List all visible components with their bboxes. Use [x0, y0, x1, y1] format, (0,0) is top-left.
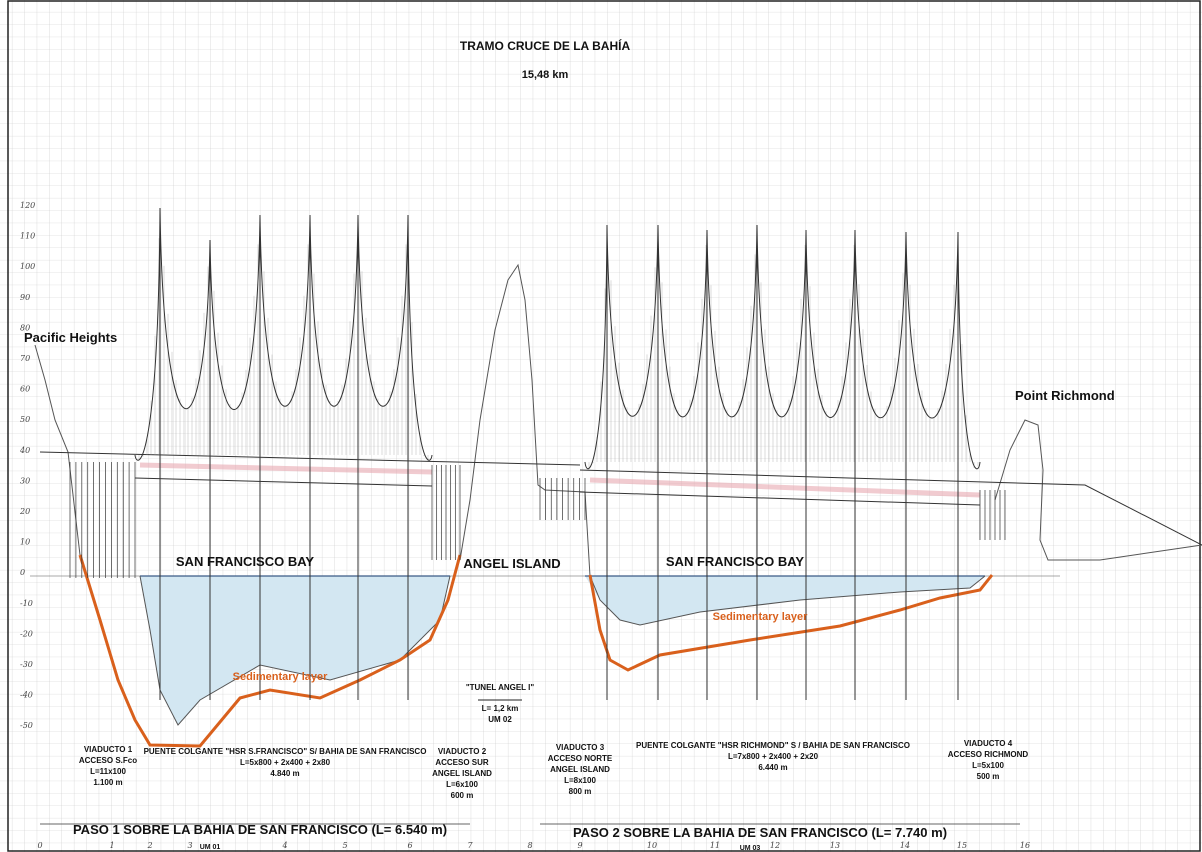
tunnel-name: "TUNEL ANGEL I"	[466, 683, 535, 692]
structure-label: PUENTE COLGANTE "HSR RICHMOND" S / BAHIA…	[636, 741, 910, 750]
km-label: 16	[1020, 841, 1030, 850]
elevation-label: 110	[20, 232, 35, 241]
structure-label: VIADUCTO 3	[556, 743, 605, 752]
tunnel-length: L= 1,2 km	[482, 704, 519, 713]
place-label: SAN FRANCISCO BAY	[176, 554, 315, 569]
place-label: Pacific Heights	[24, 330, 117, 345]
structure-label: PUENTE COLGANTE "HSR S.FRANCISCO" S/ BAH…	[144, 747, 427, 756]
elevation-label: 40	[19, 446, 30, 455]
structure-label: ACCESO S.Fco	[79, 756, 137, 765]
structure-label: L=8x100	[564, 776, 596, 785]
km-label: 15	[957, 841, 967, 850]
pass-label: PASO 1 SOBRE LA BAHIA DE SAN FRANCISCO (…	[73, 822, 447, 837]
structure-label: 1.100 m	[93, 778, 122, 787]
structure-label: 800 m	[569, 787, 592, 796]
km-label: 12	[770, 841, 780, 850]
elevation-label: 90	[20, 293, 30, 302]
km-label: 9	[577, 841, 582, 850]
structure-label: L=11x100	[90, 767, 126, 776]
km-label: 4	[281, 841, 287, 850]
tunnel-unit: UM 02	[488, 715, 512, 724]
elevation-label: -40	[20, 691, 33, 700]
km-label: 5	[342, 841, 347, 850]
elevation-label: -20	[20, 629, 33, 638]
subtitle: 15,48 km	[522, 69, 569, 81]
km-label: 2	[146, 841, 152, 850]
elevation-label: 10	[20, 538, 30, 547]
km-label: 8	[527, 841, 532, 850]
structure-label: ACCESO RICHMOND	[948, 750, 1029, 759]
structure-label: ACCESO NORTE	[548, 754, 613, 763]
sediment-label: Sedimentary layer	[233, 671, 328, 683]
km-label: 6	[407, 841, 412, 850]
structure-label: L=5x100	[972, 761, 1004, 770]
structure-label: VIADUCTO 2	[438, 747, 487, 756]
place-label: ANGEL ISLAND	[463, 556, 560, 571]
pass-unit: UM 03	[740, 845, 761, 852]
pass-unit: UM 01	[200, 844, 221, 851]
structure-label: L=7x800 + 2x400 + 2x20	[728, 752, 819, 761]
structure-label: 6.440 m	[758, 763, 787, 772]
structure-label: 600 m	[451, 791, 474, 800]
elevation-label: 70	[20, 354, 30, 363]
elevation-label: 120	[20, 201, 35, 210]
elevation-label: -30	[20, 660, 33, 669]
elevation-label: 60	[20, 385, 30, 394]
elevation-label: -50	[20, 721, 33, 730]
structure-label: VIADUCTO 1	[84, 745, 133, 754]
title: TRAMO CRUCE DE LA BAHÍA	[460, 38, 631, 53]
km-label: 13	[830, 841, 840, 850]
elevation-label: 20	[19, 507, 30, 516]
place-label: SAN FRANCISCO BAY	[666, 554, 805, 569]
sediment-label: Sedimentary layer	[713, 611, 808, 623]
structure-label: L=6x100	[446, 780, 478, 789]
structure-label: 4.840 m	[270, 769, 299, 778]
elevation-label: 100	[20, 262, 35, 271]
km-label: 0	[37, 841, 42, 850]
elevation-label: 80	[20, 323, 30, 332]
km-label: 11	[710, 841, 720, 850]
structure-label: VIADUCTO 4	[964, 739, 1013, 748]
structure-label: ANGEL ISLAND	[432, 769, 492, 778]
elevation-label: 50	[20, 415, 30, 424]
km-label: 1	[109, 841, 114, 850]
structure-label: 500 m	[977, 772, 1000, 781]
elevation-label: 30	[20, 476, 30, 485]
km-label: 10	[647, 841, 657, 850]
place-label: Point Richmond	[1015, 388, 1115, 403]
km-label: 3	[187, 841, 192, 850]
structure-label: L=5x800 + 2x400 + 2x80	[240, 758, 331, 767]
diagram: TRAMO CRUCE DE LA BAHÍA 15,48 km Pacific…	[0, 0, 1202, 852]
elevation-label: 0	[20, 568, 25, 577]
structure-label: ACCESO SUR	[435, 758, 489, 767]
km-label: 14	[900, 841, 910, 850]
structure-label: ANGEL ISLAND	[550, 765, 610, 774]
pass-label: PASO 2 SOBRE LA BAHIA DE SAN FRANCISCO (…	[573, 825, 947, 840]
elevation-label: -10	[20, 599, 33, 608]
